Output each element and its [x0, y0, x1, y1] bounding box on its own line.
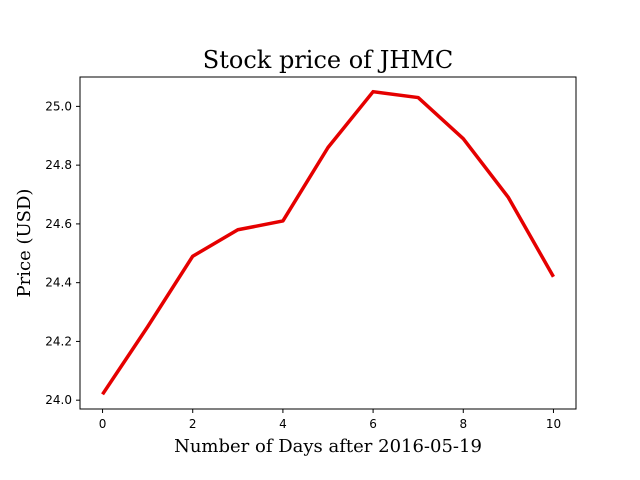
y-tick-label: 24.4: [45, 276, 72, 290]
y-tick-label: 24.2: [45, 334, 72, 348]
x-tick-label: 8: [459, 417, 467, 431]
chart-title: Stock price of JHMC: [203, 46, 453, 74]
x-tick-label: 10: [546, 417, 561, 431]
plot-area: 0 2 4 6 8 10 24.0 24.2 24.4 24.6 24.8 25.0: [45, 76, 577, 431]
x-tick-label: 6: [369, 417, 377, 431]
x-tick-label: 0: [99, 417, 107, 431]
y-tick-label: 24.6: [45, 217, 72, 231]
y-axis-label: Price (USD): [14, 189, 35, 298]
x-tick-label: 4: [279, 417, 287, 431]
x-tick-label: 2: [189, 417, 197, 431]
plot-frame: [79, 76, 577, 410]
x-axis-label: Number of Days after 2016-05-19: [174, 436, 482, 457]
x-axis: 0 2 4 6 8 10: [99, 409, 561, 431]
y-tick-label: 25.0: [45, 99, 72, 113]
series-line: [101, 89, 555, 396]
y-tick-label: 24.8: [45, 158, 72, 172]
y-tick-label: 24.0: [45, 393, 72, 407]
series-layer: [101, 89, 555, 396]
y-axis: 24.0 24.2 24.4 24.6 24.8 25.0: [45, 99, 80, 407]
